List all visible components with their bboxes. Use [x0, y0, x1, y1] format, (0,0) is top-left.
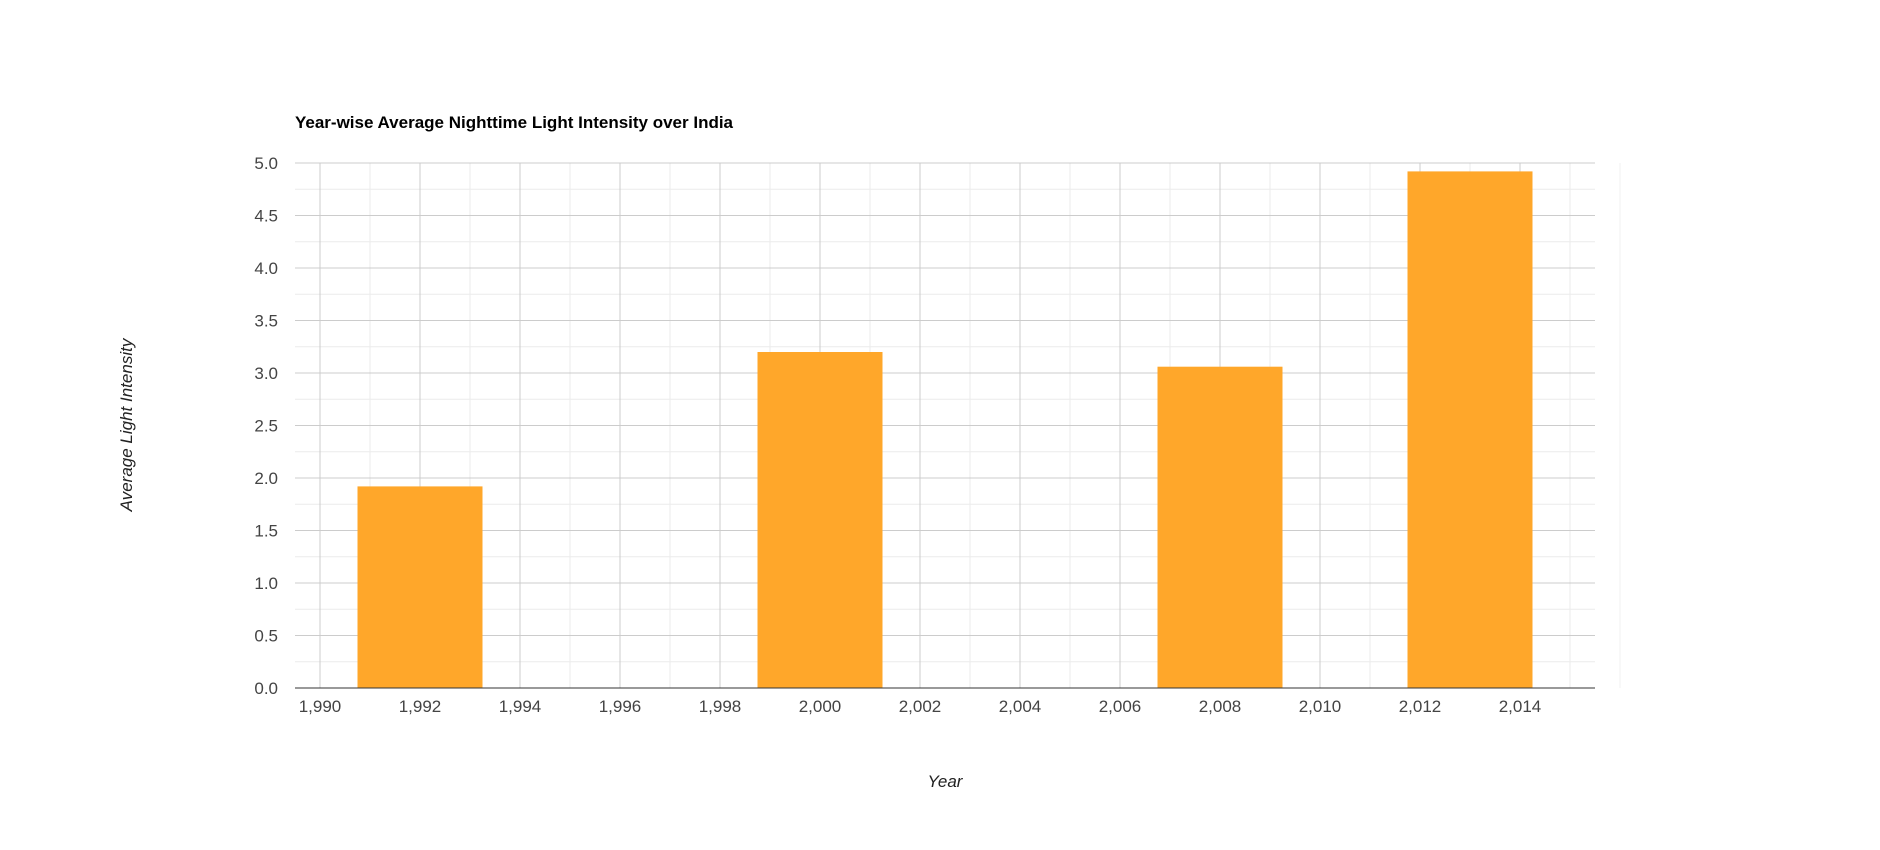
bar[interactable]: [357, 486, 483, 688]
bar[interactable]: [1157, 366, 1283, 688]
y-tick-label: 4.5: [254, 207, 278, 226]
chart-title: Year-wise Average Nighttime Light Intens…: [295, 113, 734, 132]
x-tick-label: 2,008: [1199, 697, 1242, 716]
x-tick-label: 2,002: [899, 697, 942, 716]
x-tick-labels: 1,990 1,992 1,994 1,996 1,998 2,000 2,002 2,004…: [299, 697, 1542, 716]
y-tick-label: 3.0: [254, 364, 278, 383]
x-axis-label: Year: [928, 772, 964, 791]
x-tick-label: 1,994: [499, 697, 542, 716]
y-tick-label: 2.0: [254, 469, 278, 488]
x-tick-label: 1,996: [599, 697, 642, 716]
x-tick-label: 2,010: [1299, 697, 1342, 716]
y-tick-labels: 0.0 0.5 1.0 1.5 2.0 2.5 3.0 3.5 4.0 4.5 5.0: [254, 154, 278, 698]
bar[interactable]: [1407, 171, 1533, 688]
x-tick-label: 2,000: [799, 697, 842, 716]
y-tick-label: 0.5: [254, 627, 278, 646]
x-tick-label: 1,992: [399, 697, 442, 716]
x-tick-label: 2,014: [1499, 697, 1542, 716]
y-tick-label: 4.0: [254, 259, 278, 278]
x-tick-label: 2,004: [999, 697, 1042, 716]
bar[interactable]: [757, 352, 883, 688]
x-tick-label: 1,990: [299, 697, 342, 716]
bars: [357, 171, 1533, 688]
y-tick-label: 0.0: [254, 679, 278, 698]
y-tick-label: 3.5: [254, 312, 278, 331]
y-tick-label: 1.0: [254, 574, 278, 593]
y-tick-label: 1.5: [254, 522, 278, 541]
x-tick-label: 2,012: [1399, 697, 1442, 716]
y-tick-label: 2.5: [254, 417, 278, 436]
x-tick-label: 1,998: [699, 697, 742, 716]
y-axis-label: Average Light Intensity: [117, 337, 136, 512]
x-tick-label: 2,006: [1099, 697, 1142, 716]
y-tick-label: 5.0: [254, 154, 278, 173]
